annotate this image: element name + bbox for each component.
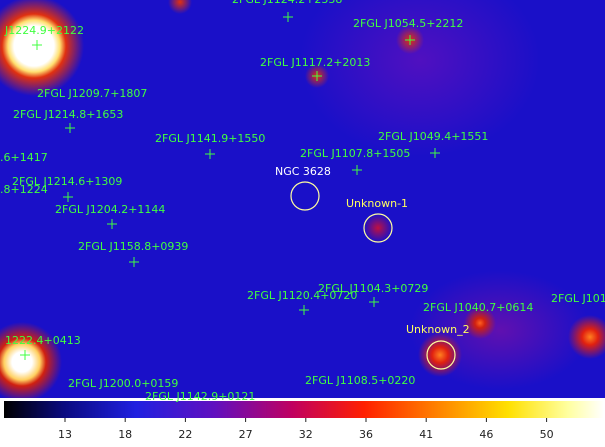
target-label: Unknown_2 xyxy=(406,323,470,336)
source-label: 2FGL J1214.8+1653 xyxy=(13,108,123,121)
source-label: 2FGL J1141.9+1550 xyxy=(155,132,265,145)
colorbar xyxy=(4,401,604,418)
source-label: 2FGL J1108.5+0220 xyxy=(305,374,415,387)
colorbar-tick-label: 13 xyxy=(58,428,72,441)
source-label: 2FGL J101 xyxy=(551,292,605,305)
source-label: 2FGL J1120.4+0720 xyxy=(247,289,357,302)
colorbar-tick-label: 50 xyxy=(540,428,554,441)
colorbar-tick-label: 41 xyxy=(419,428,433,441)
source-label: 2FGL J1204.2+1144 xyxy=(55,203,165,216)
source-label: 2FGL J1124.2+2338 xyxy=(232,0,342,6)
source-label: 1222.4+0413 xyxy=(5,334,81,347)
source-label: 2FGL J1054.5+2212 xyxy=(353,17,463,30)
colorbar-tick-label: 22 xyxy=(178,428,192,441)
target-circle xyxy=(290,181,320,211)
colorbar-tick-label: 46 xyxy=(479,428,493,441)
source-label: 2FGL J1104.3+0729 xyxy=(318,282,428,295)
source-label: 2FGL J1200.0+0159 xyxy=(68,377,178,390)
source-label: 2FGL J1209.7+1807 xyxy=(37,87,147,100)
source-label: J1224.9+2122 xyxy=(4,24,84,37)
colorbar-tick-label: 27 xyxy=(239,428,253,441)
target-circle xyxy=(426,340,456,370)
target-label: NGC 3628 xyxy=(275,165,331,178)
source-label: 2FGL J1158.8+0939 xyxy=(78,240,188,253)
source-label: 2FGL J1040.7+0614 xyxy=(423,301,533,314)
colorbar-tick-label: 36 xyxy=(359,428,373,441)
source-label: 2FGL J1214.6+1309 xyxy=(12,175,122,188)
source-label: 2FGL J1117.2+2013 xyxy=(260,56,370,69)
source-label: 2FGL J1107.8+1505 xyxy=(300,147,410,160)
source-label: 2FGL J1049.4+1551 xyxy=(378,130,488,143)
target-label: Unknown-1 xyxy=(346,197,408,210)
source-label: .8+1224 xyxy=(0,183,48,196)
colorbar-tick-label: 18 xyxy=(118,428,132,441)
source-label: .6+1417 xyxy=(0,151,48,164)
target-circle xyxy=(363,213,393,243)
count-map xyxy=(0,0,605,398)
colorbar-tick-label: 32 xyxy=(299,428,313,441)
source-label: 2FGL J1142.9+0121 xyxy=(145,390,255,403)
